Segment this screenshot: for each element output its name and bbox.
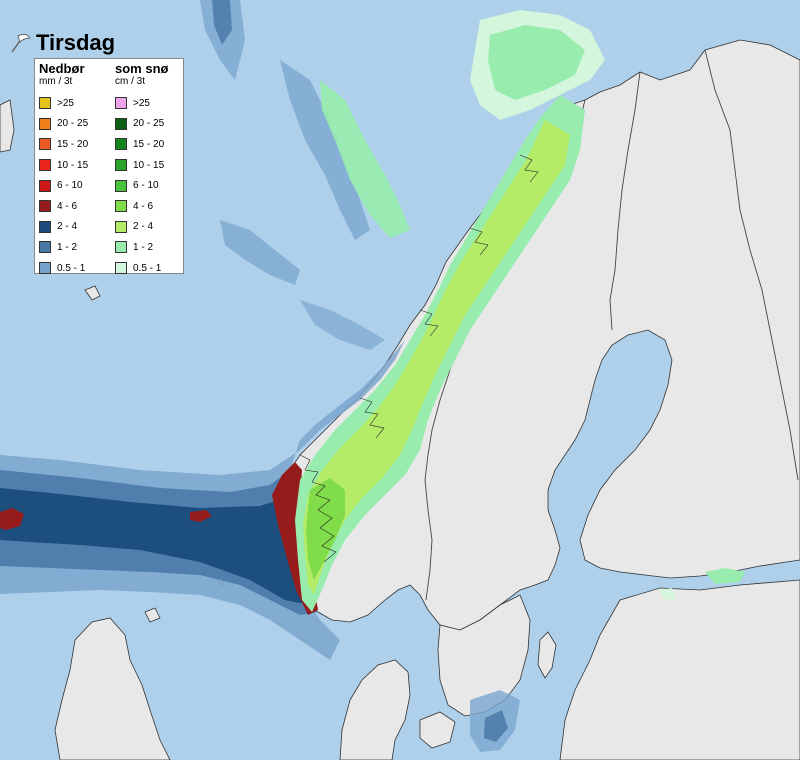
legend-precip-heading: Nedbør: [39, 61, 85, 76]
scotland-land: [54, 617, 171, 760]
rain-north-band-dark: [212, 0, 232, 45]
snow-legend-item: 2 - 4: [115, 217, 168, 238]
precip-legend-swatch: [39, 220, 51, 233]
legend-snow-unit: cm / 3t: [115, 76, 146, 87]
precip-legend-label: 20 - 25: [57, 118, 89, 130]
snow-legend-item: >25: [115, 93, 168, 114]
precip-legend-item: 1 - 2: [39, 237, 88, 258]
precip-legend-swatch: [39, 179, 51, 192]
snow-legend-label: 20 - 25: [133, 118, 165, 130]
legend-precip-column: Nedbør mm / 3t >25 20 - 25 15 - 20 10 - 15 6…: [39, 62, 88, 278]
denmark-land: [339, 659, 411, 760]
precip-legend-item: 15 - 20: [39, 134, 88, 155]
precip-legend-swatch: [39, 262, 51, 275]
precip-legend-label: 4 - 6: [57, 200, 78, 212]
rain-nw-streaks: [280, 60, 370, 240]
precip-legend-label: 15 - 20: [57, 138, 89, 150]
snow-legend-label: 15 - 20: [133, 138, 165, 150]
gotland-island: [537, 631, 557, 679]
precip-legend-swatch: [39, 200, 51, 213]
snow-1-2-sea: [320, 80, 410, 238]
legend: Nedbør mm / 3t >25 20 - 25 15 - 20 10 - 15 6…: [34, 58, 184, 275]
precip-legend-swatch: [39, 138, 51, 151]
snow-legend-swatch: [115, 262, 127, 275]
precip-legend-label: 10 - 15: [57, 159, 89, 171]
rain-baltic-dark: [484, 710, 508, 742]
precip-legend-label: 6 - 10: [57, 180, 83, 192]
zealand-island: [419, 711, 456, 749]
precip-legend-swatch: [39, 97, 51, 110]
snow-estonia: [705, 568, 745, 584]
precip-legend-swatch: [39, 117, 51, 130]
title-block: Tirsdag: [8, 30, 115, 56]
snow-legend-swatch: [115, 97, 127, 110]
snow-legend-label: >25: [133, 97, 150, 109]
legend-precip-unit: mm / 3t: [39, 76, 73, 87]
rain-4-6-spot: [190, 510, 212, 522]
map-title: Tirsdag: [36, 30, 116, 55]
rain-west-streak-2: [300, 300, 385, 350]
precip-legend-item: 0.5 - 1: [39, 258, 88, 279]
precip-legend-swatch: [39, 241, 51, 254]
precip-legend-item: 10 - 15: [39, 155, 88, 176]
snow-legend-item: 6 - 10: [115, 175, 168, 196]
finland-russia-border: [704, 49, 799, 481]
legend-snow-heading: som snø: [115, 61, 169, 76]
precip-legend-item: 2 - 4: [39, 217, 88, 238]
precip-legend-item: >25: [39, 93, 88, 114]
snow-legend-swatch: [115, 241, 127, 254]
rain-west-streak: [220, 220, 300, 285]
rain-0.5-1: [0, 320, 420, 660]
precip-legend-label: >25: [57, 97, 74, 109]
precip-legend-item: 6 - 10: [39, 175, 88, 196]
south-sweden-land: [437, 594, 531, 717]
precip-legend-item: 20 - 25: [39, 114, 88, 135]
umbrella-icon: [11, 33, 31, 53]
snow-legend-label: 0.5 - 1: [133, 262, 162, 274]
precip-legend-label: 1 - 2: [57, 241, 78, 253]
snow-legend-swatch: [115, 200, 127, 213]
snow-legend-item: 15 - 20: [115, 134, 168, 155]
snow-legend-label: 2 - 4: [133, 221, 154, 233]
precipitation-layer: [0, 0, 520, 752]
baltic-land: [559, 579, 800, 760]
orkney-island: [144, 607, 161, 623]
snow-1-2-north: [488, 25, 585, 100]
snow-legend-item: 1 - 2: [115, 237, 168, 258]
precip-legend-label: 0.5 - 1: [57, 262, 86, 274]
precip-legend-item: 4 - 6: [39, 196, 88, 217]
snow-legend-swatch: [115, 220, 127, 233]
snow-legend-label: 6 - 10: [133, 180, 159, 192]
snow-legend-swatch: [115, 179, 127, 192]
snow-legend-item: 0.5 - 1: [115, 258, 168, 279]
snow-legend-label: 10 - 15: [133, 159, 165, 171]
snow-legend-swatch: [115, 117, 127, 130]
precip-legend-swatch: [39, 159, 51, 172]
snow-legend-swatch: [115, 138, 127, 151]
snow-estonia-2: [660, 588, 676, 600]
rain-2-4: [0, 488, 310, 605]
legend-snow-column: som snø cm / 3t >25 20 - 25 15 - 20 10 - 15…: [115, 62, 168, 278]
precip-legend-label: 2 - 4: [57, 221, 78, 233]
snow-legend-label: 4 - 6: [133, 200, 154, 212]
bear-island: [84, 285, 101, 301]
snow-2-4: [303, 120, 570, 595]
snow-legend-item: 4 - 6: [115, 196, 168, 217]
sweden-finland-border: [609, 71, 641, 331]
snow-legend-item: 20 - 25: [115, 114, 168, 135]
snow-4-6: [306, 478, 345, 580]
snow-legend-label: 1 - 2: [133, 241, 154, 253]
snow-legend-item: 10 - 15: [115, 155, 168, 176]
fjord-detail: [299, 154, 539, 563]
snow-legend-swatch: [115, 159, 127, 172]
snow-layer: [295, 10, 745, 612]
island-top-left: [0, 99, 15, 153]
rain-4-6-left: [0, 508, 24, 530]
